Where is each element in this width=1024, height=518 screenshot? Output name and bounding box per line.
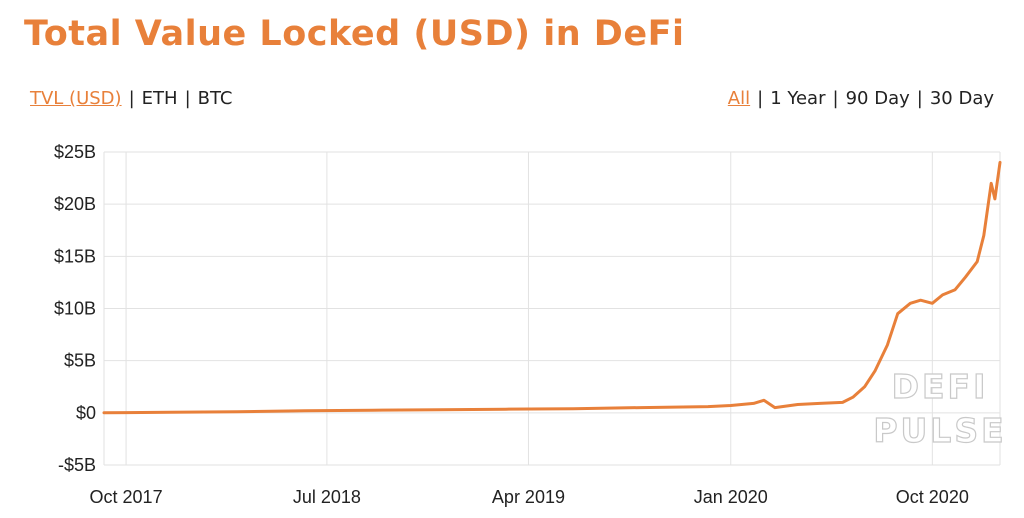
watermark-line-2: PULSE (873, 411, 1006, 450)
x-axis: Oct 2017 Jul 2018 Apr 2019 Jan 2020 Oct 2020 (90, 487, 969, 507)
range-tabs: All | 1 Year | 90 Day | 30 Day (728, 88, 994, 109)
defi-pulse-watermark: DEFI PULSE (873, 366, 1006, 450)
y-tick-label: $0 (76, 403, 96, 423)
range-90-day[interactable]: 90 Day (845, 88, 910, 109)
x-tick-label: Jul 2018 (293, 487, 361, 507)
tvl-series-line (102, 160, 1002, 415)
range-1-year[interactable]: 1 Year (770, 88, 826, 109)
metric-tabs: TVL (USD) | ETH | BTC (30, 88, 233, 109)
tab-separator: | (916, 88, 923, 109)
y-tick-label: $5B (64, 351, 96, 371)
y-tick-label: $25B (54, 142, 96, 162)
tab-btc[interactable]: BTC (197, 88, 233, 109)
page-title: Total Value Locked (USD) in DeFi (24, 14, 685, 54)
x-tick-label: Apr 2019 (492, 487, 565, 507)
range-30-day[interactable]: 30 Day (929, 88, 994, 109)
y-tick-label: $10B (54, 299, 96, 319)
x-tick-label: Jan 2020 (694, 487, 768, 507)
y-axis: $25B $20B $15B $10B $5B $0 -$5B (54, 142, 96, 475)
x-tick-label: Oct 2020 (896, 487, 969, 507)
tab-separator: | (184, 88, 191, 109)
chart-series (102, 160, 1002, 415)
tab-separator: | (757, 88, 764, 109)
range-all[interactable]: All (727, 88, 751, 109)
watermark-line-1: DEFI (892, 367, 989, 406)
y-tick-label: $15B (54, 246, 96, 266)
tab-separator: | (832, 88, 839, 109)
x-tick-label: Oct 2017 (90, 487, 163, 507)
tab-eth[interactable]: ETH (141, 88, 178, 109)
y-tick-label: $20B (54, 194, 96, 214)
tab-separator: | (128, 88, 135, 109)
chart-grid (103, 151, 1001, 466)
y-tick-label: -$5B (58, 455, 96, 475)
tab-tvl-usd[interactable]: TVL (USD) (30, 88, 122, 109)
